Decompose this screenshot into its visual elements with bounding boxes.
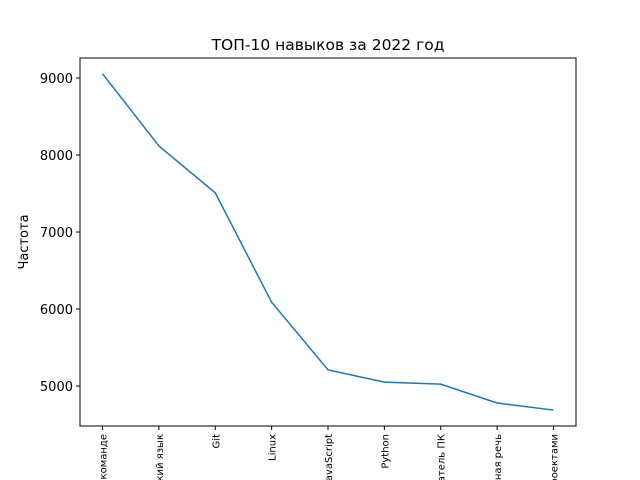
x-tick-label: Работа в команде	[99, 434, 110, 480]
data-line	[101, 73, 554, 411]
chart-title: ТОП-10 навыков за 2022 год	[211, 36, 445, 54]
y-tick-label: 7000	[40, 226, 73, 241]
x-tick-label: JavaScript	[324, 434, 335, 480]
x-tick-label: Грамотная речь	[493, 434, 504, 480]
y-tick-label: 6000	[40, 303, 73, 318]
y-axis-label: Частота	[17, 214, 32, 269]
x-tick-label: Git	[211, 434, 222, 449]
y-tick-label: 5000	[40, 380, 73, 395]
x-tick-label: Linux	[268, 434, 279, 461]
y-tick-label: 9000	[40, 72, 73, 87]
x-tick-label: Английский язык	[155, 434, 166, 480]
y-tick-label: 8000	[40, 149, 73, 164]
x-tick-label: Пользователь ПК	[437, 434, 448, 480]
x-tick-label: Python	[380, 434, 391, 469]
x-tick-label: Управление проектами	[549, 434, 560, 480]
